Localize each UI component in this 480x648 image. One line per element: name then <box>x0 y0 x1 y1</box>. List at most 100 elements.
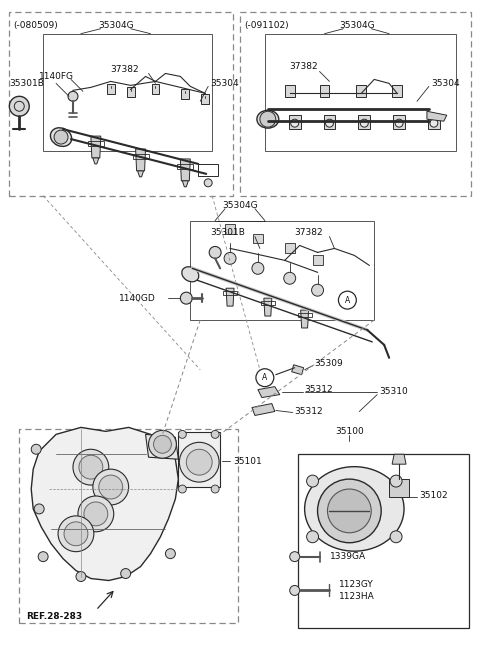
Circle shape <box>179 430 186 438</box>
Circle shape <box>290 586 300 596</box>
Text: 37382: 37382 <box>111 65 139 74</box>
Circle shape <box>34 504 44 514</box>
Circle shape <box>180 292 192 304</box>
Ellipse shape <box>182 267 199 282</box>
Circle shape <box>38 551 48 562</box>
Text: 35304G: 35304G <box>98 21 133 30</box>
Polygon shape <box>389 479 409 497</box>
Bar <box>179 432 220 487</box>
Circle shape <box>252 262 264 274</box>
Bar <box>107 84 115 95</box>
Circle shape <box>78 496 114 532</box>
Text: 35312: 35312 <box>305 385 333 394</box>
Circle shape <box>179 485 186 493</box>
Circle shape <box>76 572 86 581</box>
Text: 35101: 35101 <box>233 457 262 466</box>
Bar <box>127 87 134 97</box>
Bar <box>320 86 329 97</box>
Bar <box>285 244 295 253</box>
Circle shape <box>307 475 319 487</box>
Circle shape <box>154 435 171 453</box>
Polygon shape <box>136 149 145 171</box>
Bar <box>356 86 366 97</box>
Text: A: A <box>262 373 267 382</box>
Text: 35304G: 35304G <box>222 201 258 210</box>
Bar <box>324 115 336 129</box>
Circle shape <box>58 516 94 551</box>
Text: 1140GD: 1140GD <box>119 294 156 303</box>
Circle shape <box>68 91 78 101</box>
Circle shape <box>312 284 324 296</box>
Polygon shape <box>180 159 190 181</box>
Text: 35301B: 35301B <box>210 228 245 237</box>
Circle shape <box>290 551 300 562</box>
Circle shape <box>256 369 274 387</box>
Bar <box>19 430 238 623</box>
Polygon shape <box>31 428 179 581</box>
Circle shape <box>54 130 68 144</box>
Ellipse shape <box>50 128 72 146</box>
Polygon shape <box>226 288 234 306</box>
Text: 1123HA: 1123HA <box>339 592 375 601</box>
Polygon shape <box>252 404 275 415</box>
Circle shape <box>73 449 109 485</box>
Bar <box>358 115 370 129</box>
Circle shape <box>93 469 129 505</box>
Bar <box>223 291 237 295</box>
Ellipse shape <box>305 467 404 551</box>
Bar <box>265 34 456 151</box>
Circle shape <box>325 119 334 127</box>
Polygon shape <box>145 434 179 459</box>
Circle shape <box>166 549 175 559</box>
Text: 35100: 35100 <box>335 427 364 436</box>
Bar <box>298 313 312 317</box>
Circle shape <box>260 111 276 127</box>
Bar <box>198 164 218 176</box>
Bar <box>88 141 104 146</box>
Text: 1140FG: 1140FG <box>39 72 74 81</box>
Text: 37382: 37382 <box>290 62 318 71</box>
Circle shape <box>180 443 219 482</box>
Circle shape <box>84 502 108 526</box>
Text: 35310: 35310 <box>379 387 408 396</box>
Bar <box>225 224 235 233</box>
Bar <box>261 301 275 305</box>
Bar <box>392 86 402 97</box>
Circle shape <box>360 119 368 127</box>
Text: 35301B: 35301B <box>9 79 44 88</box>
Circle shape <box>390 531 402 543</box>
Bar <box>240 12 471 196</box>
Bar <box>285 86 295 97</box>
Circle shape <box>79 456 103 479</box>
Circle shape <box>99 475 123 499</box>
Polygon shape <box>264 298 272 316</box>
Polygon shape <box>93 158 99 164</box>
Circle shape <box>204 179 212 187</box>
Text: (-091102): (-091102) <box>244 21 288 30</box>
Polygon shape <box>300 310 309 328</box>
Circle shape <box>307 531 319 543</box>
Text: 1123GY: 1123GY <box>339 580 374 589</box>
Circle shape <box>64 522 88 546</box>
Circle shape <box>390 475 402 487</box>
Bar <box>298 454 468 628</box>
Bar <box>312 255 323 265</box>
Text: A: A <box>345 295 350 305</box>
Bar <box>43 34 212 151</box>
Circle shape <box>211 485 219 493</box>
Polygon shape <box>427 111 447 121</box>
Circle shape <box>338 291 356 309</box>
Circle shape <box>9 97 29 116</box>
Bar <box>201 95 209 104</box>
Bar <box>132 154 148 159</box>
Circle shape <box>211 430 219 438</box>
Text: 35102: 35102 <box>419 491 447 500</box>
Circle shape <box>31 445 41 454</box>
Polygon shape <box>258 387 280 398</box>
Polygon shape <box>292 365 304 375</box>
Bar <box>181 89 189 99</box>
Bar <box>9 12 233 196</box>
Circle shape <box>209 246 221 259</box>
Polygon shape <box>182 181 188 187</box>
Circle shape <box>224 253 236 264</box>
